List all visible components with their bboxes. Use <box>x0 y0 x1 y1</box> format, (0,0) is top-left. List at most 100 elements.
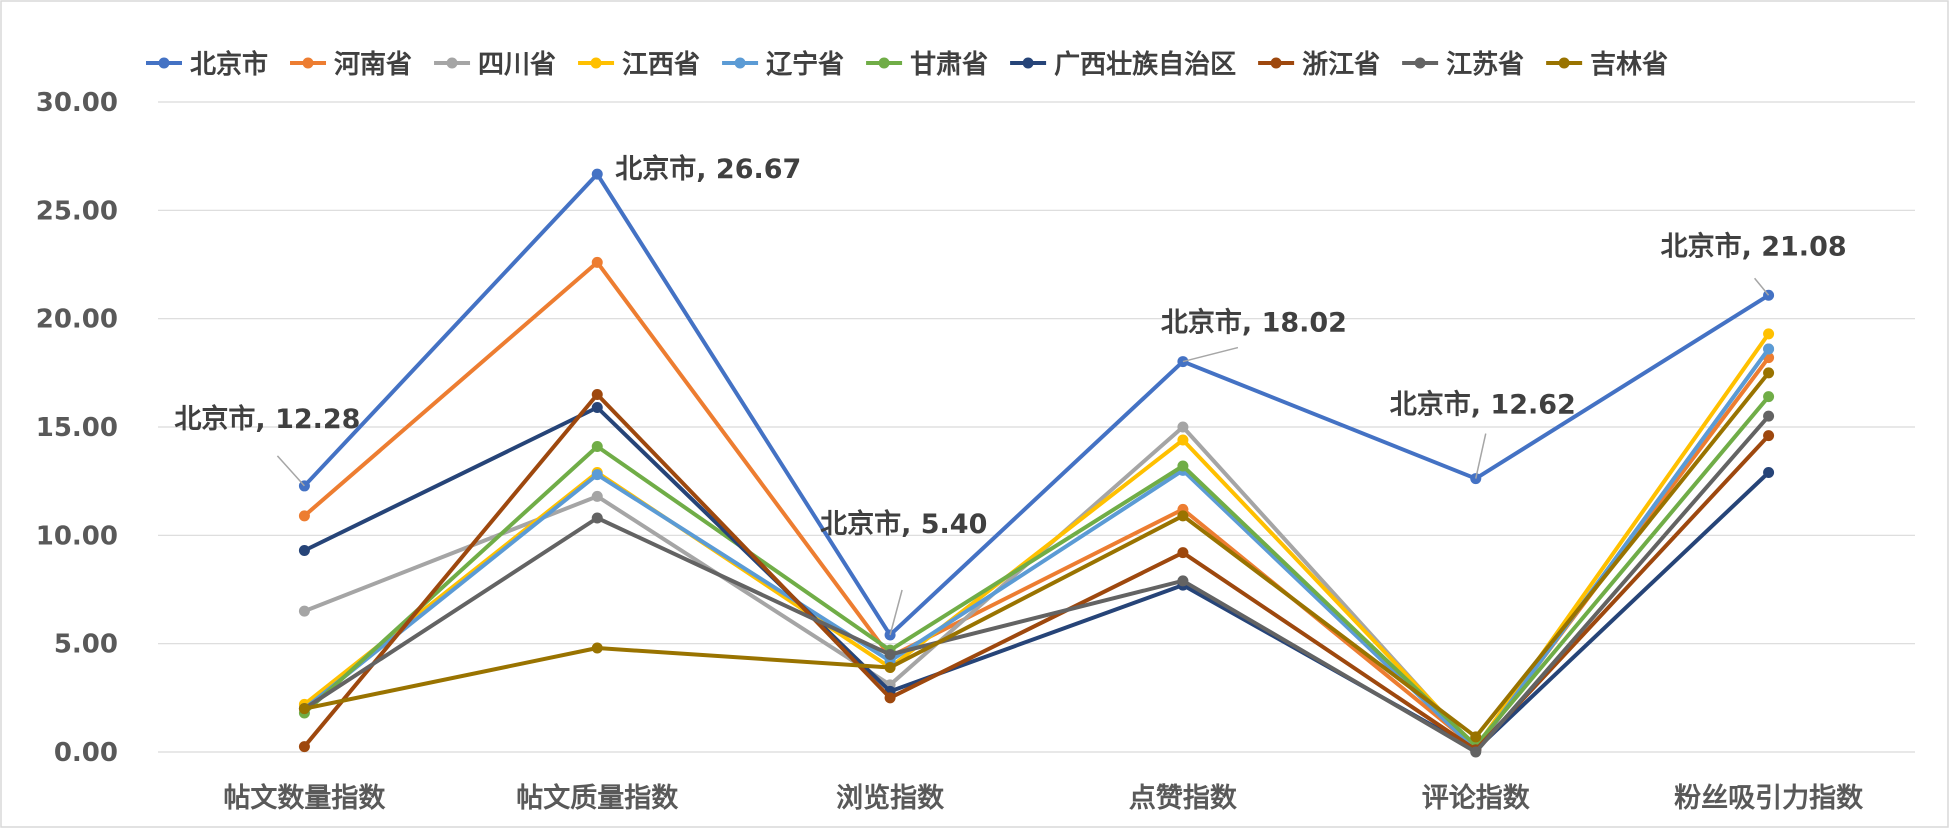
data-point <box>298 703 310 715</box>
y-tick-label: 0.00 <box>54 738 118 768</box>
data-point <box>1177 421 1189 433</box>
label-leader-line <box>1182 346 1239 363</box>
data-label: 北京市, 12.62 <box>1390 389 1576 421</box>
series-line <box>303 395 1771 748</box>
data-labels: 北京市, 12.28 北京市, 26.67 北京市, 5.40 北京市, 18.02 北… <box>174 153 1847 636</box>
data-point <box>1763 391 1775 403</box>
data-point <box>591 642 603 654</box>
label-leader-line <box>1754 277 1770 296</box>
x-axis: 帖文数量指数 帖文质量指数 浏览指数 点赞指数 评论指数 粉丝吸引力指数 <box>223 782 1864 814</box>
legend-marker <box>734 57 746 69</box>
legend-label: 四川省 <box>478 50 556 80</box>
x-tick-label: 浏览指数 <box>836 782 945 814</box>
y-axis: 0.00 5.00 10.00 15.00 20.00 25.00 30.00 <box>36 88 118 768</box>
series-lines <box>298 168 1775 758</box>
legend-item: 北京市 <box>146 49 268 80</box>
data-label: 北京市, 5.40 <box>820 508 987 540</box>
label-leader-line <box>889 589 903 636</box>
legend-marker <box>1558 57 1570 69</box>
series-line <box>303 347 1771 752</box>
data-point <box>884 649 896 660</box>
data-point <box>298 741 310 753</box>
y-tick-label: 5.00 <box>54 630 118 660</box>
data-label: 北京市, 18.02 <box>1161 307 1347 339</box>
legend-marker <box>878 57 890 69</box>
data-point <box>591 168 603 180</box>
y-tick-label: 25.00 <box>36 196 118 226</box>
series-line <box>302 172 1770 637</box>
data-point <box>591 402 603 413</box>
data-point <box>1177 547 1189 559</box>
legend-item: 浙江省 <box>1258 50 1380 80</box>
data-point <box>1177 434 1189 446</box>
legend-marker <box>1270 57 1282 69</box>
data-label: 北京市, 21.08 <box>1661 230 1847 262</box>
data-point <box>591 389 603 400</box>
legend-item: 四川省 <box>434 50 556 80</box>
y-tick-label: 10.00 <box>36 521 118 551</box>
legend-label: 甘肃省 <box>910 50 988 80</box>
legend-marker <box>446 57 458 69</box>
data-point <box>1470 746 1482 758</box>
data-point <box>1177 510 1189 522</box>
legend: 北京市 河南省 四川省 江西省 辽宁省 甘肃省 广西壮族自治区 浙江省 江苏省 吉林省 <box>146 49 1668 80</box>
data-point <box>591 512 603 524</box>
data-point <box>1177 460 1189 472</box>
x-tick-label: 帖文数量指数 <box>223 782 386 814</box>
legend-item: 江西省 <box>578 50 700 80</box>
x-tick-label: 帖文质量指数 <box>516 782 679 814</box>
legend-label: 吉林省 <box>1590 50 1668 80</box>
data-point <box>1763 367 1775 379</box>
x-tick-label: 评论指数 <box>1422 783 1531 814</box>
data-point <box>884 692 896 704</box>
legend-label: 浙江省 <box>1302 50 1380 80</box>
label-leader-line <box>276 455 305 487</box>
data-point <box>591 441 603 452</box>
legend-marker <box>590 57 602 69</box>
legend-label: 江苏省 <box>1446 50 1524 80</box>
legend-item: 甘肃省 <box>866 50 988 80</box>
data-point <box>298 545 310 556</box>
data-point <box>591 256 603 268</box>
y-tick-label: 30.00 <box>36 88 118 118</box>
data-point <box>591 490 603 502</box>
data-point <box>591 469 603 481</box>
legend-item: 广西壮族自治区 <box>1010 49 1236 80</box>
legend-item: 吉林省 <box>1546 50 1668 80</box>
legend-marker <box>158 57 170 69</box>
data-point <box>1177 575 1189 587</box>
gridlines <box>158 101 1915 753</box>
data-label: 北京市, 12.28 <box>174 403 360 435</box>
legend-marker <box>1414 57 1426 69</box>
x-tick-label: 粉丝吸引力指数 <box>1674 783 1864 814</box>
legend-label: 江西省 <box>622 50 700 80</box>
legend-marker <box>302 57 314 69</box>
y-tick-label: 15.00 <box>36 413 118 443</box>
data-point <box>1763 467 1775 478</box>
legend-label: 辽宁省 <box>766 49 844 80</box>
series-line <box>303 414 1771 754</box>
series-group <box>298 367 1775 743</box>
x-tick-label: 点赞指数 <box>1129 783 1238 814</box>
data-point <box>884 662 896 673</box>
legend-item: 河南省 <box>290 50 412 80</box>
y-tick-label: 20.00 <box>36 305 118 335</box>
legend-item: 辽宁省 <box>722 49 844 80</box>
data-point <box>1763 430 1775 442</box>
legend-label: 广西壮族自治区 <box>1054 49 1236 80</box>
data-label: 北京市, 26.67 <box>615 153 801 185</box>
series-line <box>303 405 1770 752</box>
data-point <box>1763 328 1775 340</box>
legend-item: 江苏省 <box>1402 50 1524 80</box>
data-point <box>298 605 310 617</box>
data-point <box>298 510 310 522</box>
data-point <box>1470 731 1482 743</box>
data-point <box>1763 410 1775 422</box>
data-point <box>1763 343 1775 355</box>
legend-label: 北京市 <box>190 49 268 80</box>
label-leader-line <box>1475 433 1487 479</box>
series-line <box>304 371 1771 739</box>
legend-label: 河南省 <box>334 50 412 80</box>
